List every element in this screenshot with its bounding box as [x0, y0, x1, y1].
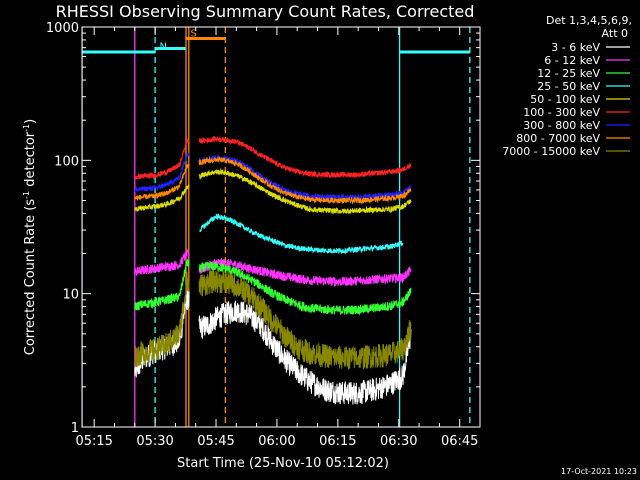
series-8 [134, 269, 412, 370]
flag-label-n: N [159, 41, 166, 52]
y-tick-label-0: 1 [71, 421, 79, 436]
plot-area: NS [82, 27, 471, 427]
flag-label-s: S [191, 28, 197, 39]
series-1 [134, 248, 412, 288]
x-tick-label-3: 06:00 [258, 434, 295, 449]
series-line-5 [134, 135, 412, 181]
axes-frame [81, 26, 481, 428]
plot-clip-group: NS [82, 27, 471, 427]
legend-label-7: 800 - 7000 keV [516, 132, 600, 145]
legend-label-3: 25 - 50 keV [537, 80, 600, 93]
series-line-1 [134, 248, 412, 288]
series-line-6 [134, 153, 412, 201]
series-line-2 [134, 258, 412, 316]
x-tick-label-2: 05:45 [197, 434, 234, 449]
x-tick-label-0: 05:15 [75, 434, 112, 449]
x-axis-label: Start Time (25-Nov-10 05:12:02) [177, 456, 389, 471]
legend-label-8: 7000 - 15000 keV [502, 145, 600, 158]
legend-label-0: 3 - 6 keV [551, 41, 600, 54]
legend-label-6: 300 - 800 keV [523, 119, 600, 132]
y-tick-label-2: 100 [54, 154, 79, 169]
series-line-3 [199, 212, 404, 255]
legend-label-2: 12 - 25 keV [537, 67, 600, 80]
series-line-8 [134, 269, 412, 370]
x-tick-label-4: 06:15 [319, 434, 356, 449]
y-tick-label-1: 10 [62, 288, 79, 303]
series-5 [134, 135, 412, 181]
y-axis-label: Corrected Count Rate (s-1 detector-1) [22, 119, 38, 355]
x-tick-label-1: 05:30 [136, 434, 173, 449]
x-tick-label-5: 06:30 [380, 434, 417, 449]
y-tick-label-3: 1000 [46, 21, 79, 36]
footer-date: 17-Oct-2021 10:23 [561, 467, 637, 476]
legend-header-attenuator: Att 0 [602, 27, 628, 40]
series-line-7 [134, 155, 412, 205]
series-3 [199, 212, 404, 255]
series-4 [134, 167, 412, 215]
legend-label-4: 50 - 100 keV [530, 93, 600, 106]
chart-title: RHESSI Observing Summary Count Rates, Co… [56, 2, 475, 21]
series-2 [134, 258, 412, 316]
legend-label-5: 100 - 300 keV [523, 106, 600, 119]
legend-label-1: 6 - 12 keV [544, 54, 600, 67]
series-7 [134, 155, 412, 205]
x-tick-label-6: 06:45 [441, 434, 478, 449]
legend-header-detectors: Det 1,3,4,5,6,9, [546, 14, 632, 27]
axes: 05:15 05:30 05:45 06:00 06:15 06:30 06:45 1 10 10… [46, 21, 481, 449]
series-line-4 [134, 167, 412, 215]
series-6 [134, 153, 412, 201]
